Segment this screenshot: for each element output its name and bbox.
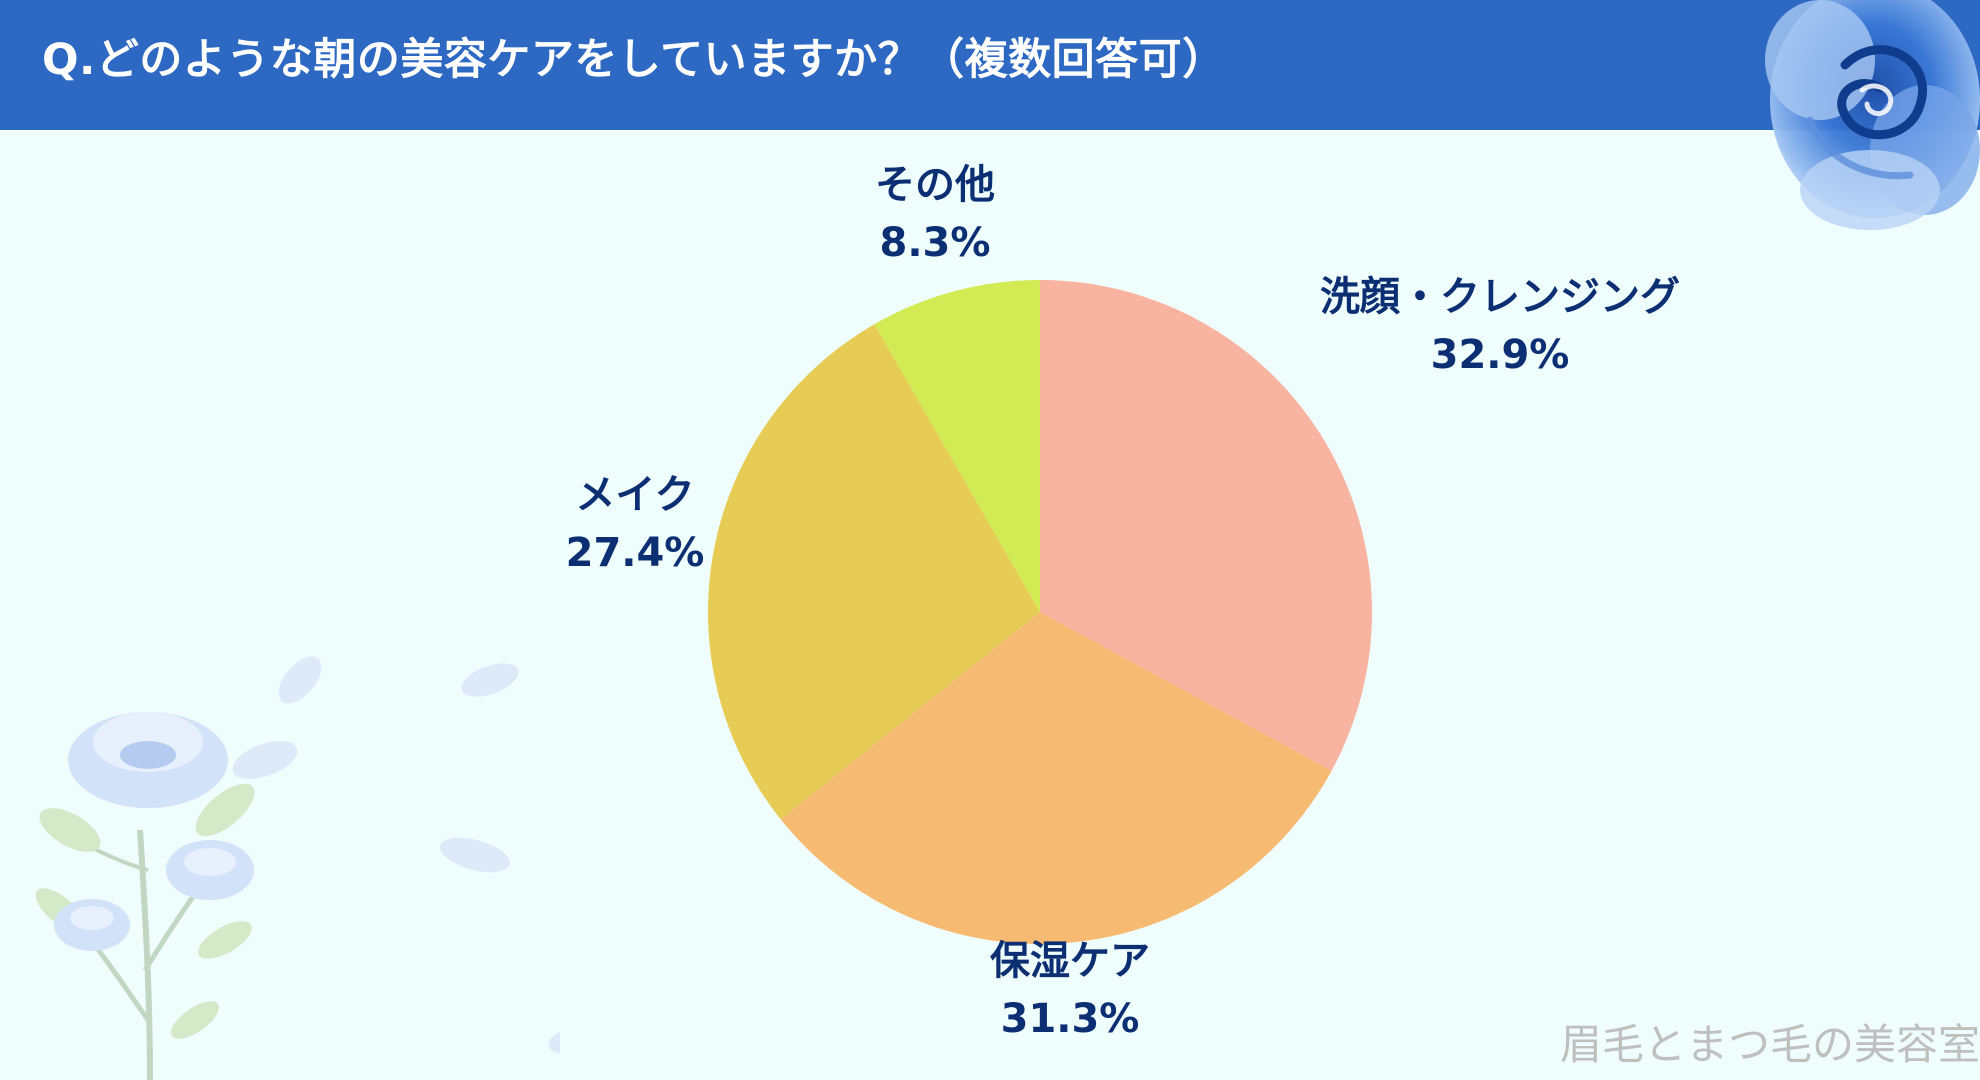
pie-slice-other — [874, 280, 1040, 612]
slice-value-text: 31.3% — [1000, 996, 1140, 1042]
slice-value-text: 27.4% — [565, 530, 705, 576]
pie-slice-face-wash — [1040, 280, 1372, 771]
slice-label-text: 洗顔・クレンジング — [1320, 274, 1680, 320]
slice-value-text: 8.3% — [879, 220, 991, 266]
slice-label-makeup: メイク 27.4% — [525, 466, 745, 582]
slice-label-text: メイク — [575, 472, 695, 518]
slice-label-text: 保湿ケア — [990, 938, 1150, 984]
pie-slice-moisturizing — [780, 612, 1332, 944]
page-title: Q.どのような朝の美容ケアをしていますか？（複数回答可） — [42, 35, 1226, 85]
pie-slice-makeup — [707, 324, 1040, 820]
header-bar: Q.どのような朝の美容ケアをしていますか？（複数回答可） — [0, 0, 1980, 130]
blue-rose-decoration — [1765, 0, 1980, 230]
pie-slices — [707, 280, 1372, 944]
slice-label-text: その他 — [875, 162, 995, 208]
brand-watermark: 眉毛とまつ毛の美容室 — [1559, 1020, 1980, 1069]
slice-label-other: その他 8.3% — [810, 156, 1060, 272]
rose-stem-decoration — [35, 656, 560, 1080]
slice-label-face-wash: 洗顔・クレンジング 32.9% — [1280, 268, 1720, 384]
slice-label-moisturizing: 保湿ケア 31.3% — [920, 932, 1220, 1048]
slice-value-text: 32.9% — [1430, 332, 1570, 378]
